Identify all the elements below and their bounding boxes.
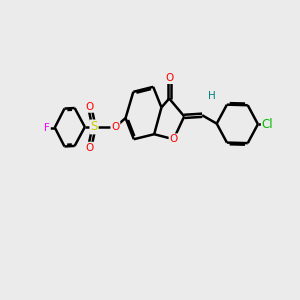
Text: O: O (85, 142, 94, 153)
Text: H: H (208, 91, 216, 101)
Text: F: F (44, 122, 50, 133)
Text: S: S (90, 121, 98, 134)
Text: Cl: Cl (262, 118, 273, 131)
Text: O: O (165, 73, 173, 83)
Text: O: O (169, 134, 178, 144)
Text: O: O (111, 122, 119, 132)
Text: O: O (85, 102, 94, 112)
